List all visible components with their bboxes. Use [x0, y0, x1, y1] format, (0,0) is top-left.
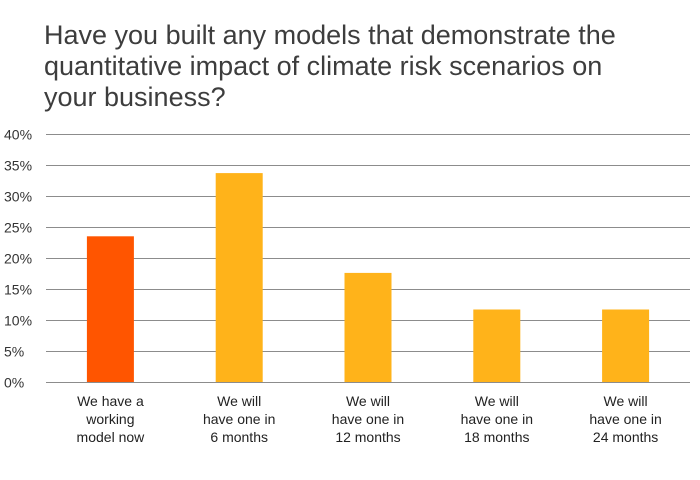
y-tick-label: 40% [4, 127, 32, 143]
chart-title: Have you built any models that demonstra… [44, 20, 674, 113]
bar [86, 236, 134, 382]
bar [602, 309, 650, 382]
x-category-label: We will have one in 18 months [461, 393, 533, 445]
chart-title-line: your business? [44, 82, 226, 112]
bar [344, 272, 392, 382]
y-axis-ticks: 0% 5% 10% 15% 20% 25% 30% 35% 40% [4, 127, 32, 391]
y-tick-label: 10% [4, 313, 32, 329]
y-tick-label: 0% [4, 375, 24, 391]
x-axis-labels: We have a working model now We will have one… [77, 393, 662, 445]
bar [473, 309, 521, 382]
x-category-label: We will have one in 24 months [589, 393, 661, 445]
y-tick-label: 25% [4, 220, 32, 236]
y-tick-label: 30% [4, 189, 32, 205]
y-tick-label: 5% [4, 344, 24, 360]
y-tick-label: 15% [4, 282, 32, 298]
x-category-label: We will have one in 12 months [332, 393, 404, 445]
bars [86, 173, 650, 382]
y-tick-label: 20% [4, 251, 32, 267]
y-tick-label: 35% [4, 158, 32, 174]
bar [215, 173, 263, 382]
x-category-label: We have a working model now [77, 393, 146, 445]
chart-title-line: Have you built any models that demonstra… [44, 20, 616, 50]
chart-title-line: quantitative impact of climate risk scen… [44, 51, 603, 81]
x-category-label: We will have one in 6 months [203, 393, 275, 445]
